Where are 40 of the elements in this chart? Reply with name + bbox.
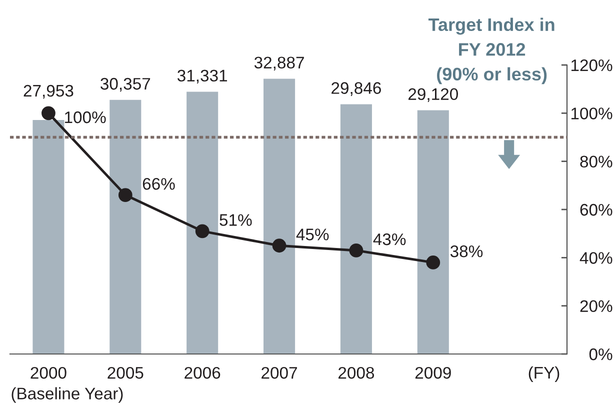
y2-tick-label: 0% [589, 348, 612, 360]
data-label: 30,357 [100, 78, 150, 92]
y2-tick-label: 80% [580, 156, 612, 168]
x-tick-label: 2008 [338, 366, 374, 379]
data-label: 43% [373, 233, 406, 246]
data-label: 27,953 [24, 84, 74, 99]
data-label: 100% [65, 111, 106, 124]
data-label: 29,120 [408, 88, 458, 102]
y2-tick-label: 60% [580, 204, 612, 216]
y2-tick-label: 120% [571, 59, 612, 72]
data-label: 29,846 [332, 82, 381, 96]
y2-tick-label: 100% [571, 108, 612, 120]
point [42, 106, 56, 120]
bar [110, 100, 142, 354]
point [195, 224, 210, 238]
x-tick-label: 2005 [108, 366, 144, 379]
bar [263, 78, 296, 354]
x-tick-label: 2007 [262, 366, 297, 379]
data-label: 66% [142, 178, 175, 190]
x-tick-label: 2000 [30, 366, 66, 379]
point [118, 188, 132, 202]
x-tick-label: 2009 [415, 366, 451, 379]
data-label: 51% [220, 214, 252, 226]
point [426, 256, 440, 270]
y2-tick-label: 20% [580, 300, 612, 312]
point [272, 238, 286, 253]
data-label: 31,331 [177, 70, 228, 84]
x-tick-label: 2006 [184, 366, 220, 379]
bar [32, 120, 64, 354]
x-axis-title: (FY) [528, 366, 560, 382]
text: (Baseline Year) [12, 387, 123, 403]
bar [340, 104, 372, 354]
ref-line-label: Target Index in FY 2012 (90% or less) [428, 18, 554, 84]
point [349, 243, 364, 258]
bar [417, 110, 449, 354]
data-label: 32,887 [254, 56, 304, 70]
y2-tick-label: 40% [580, 252, 612, 264]
data-label: 38% [450, 245, 483, 258]
data-label: 45% [296, 228, 329, 240]
bar [186, 92, 218, 354]
